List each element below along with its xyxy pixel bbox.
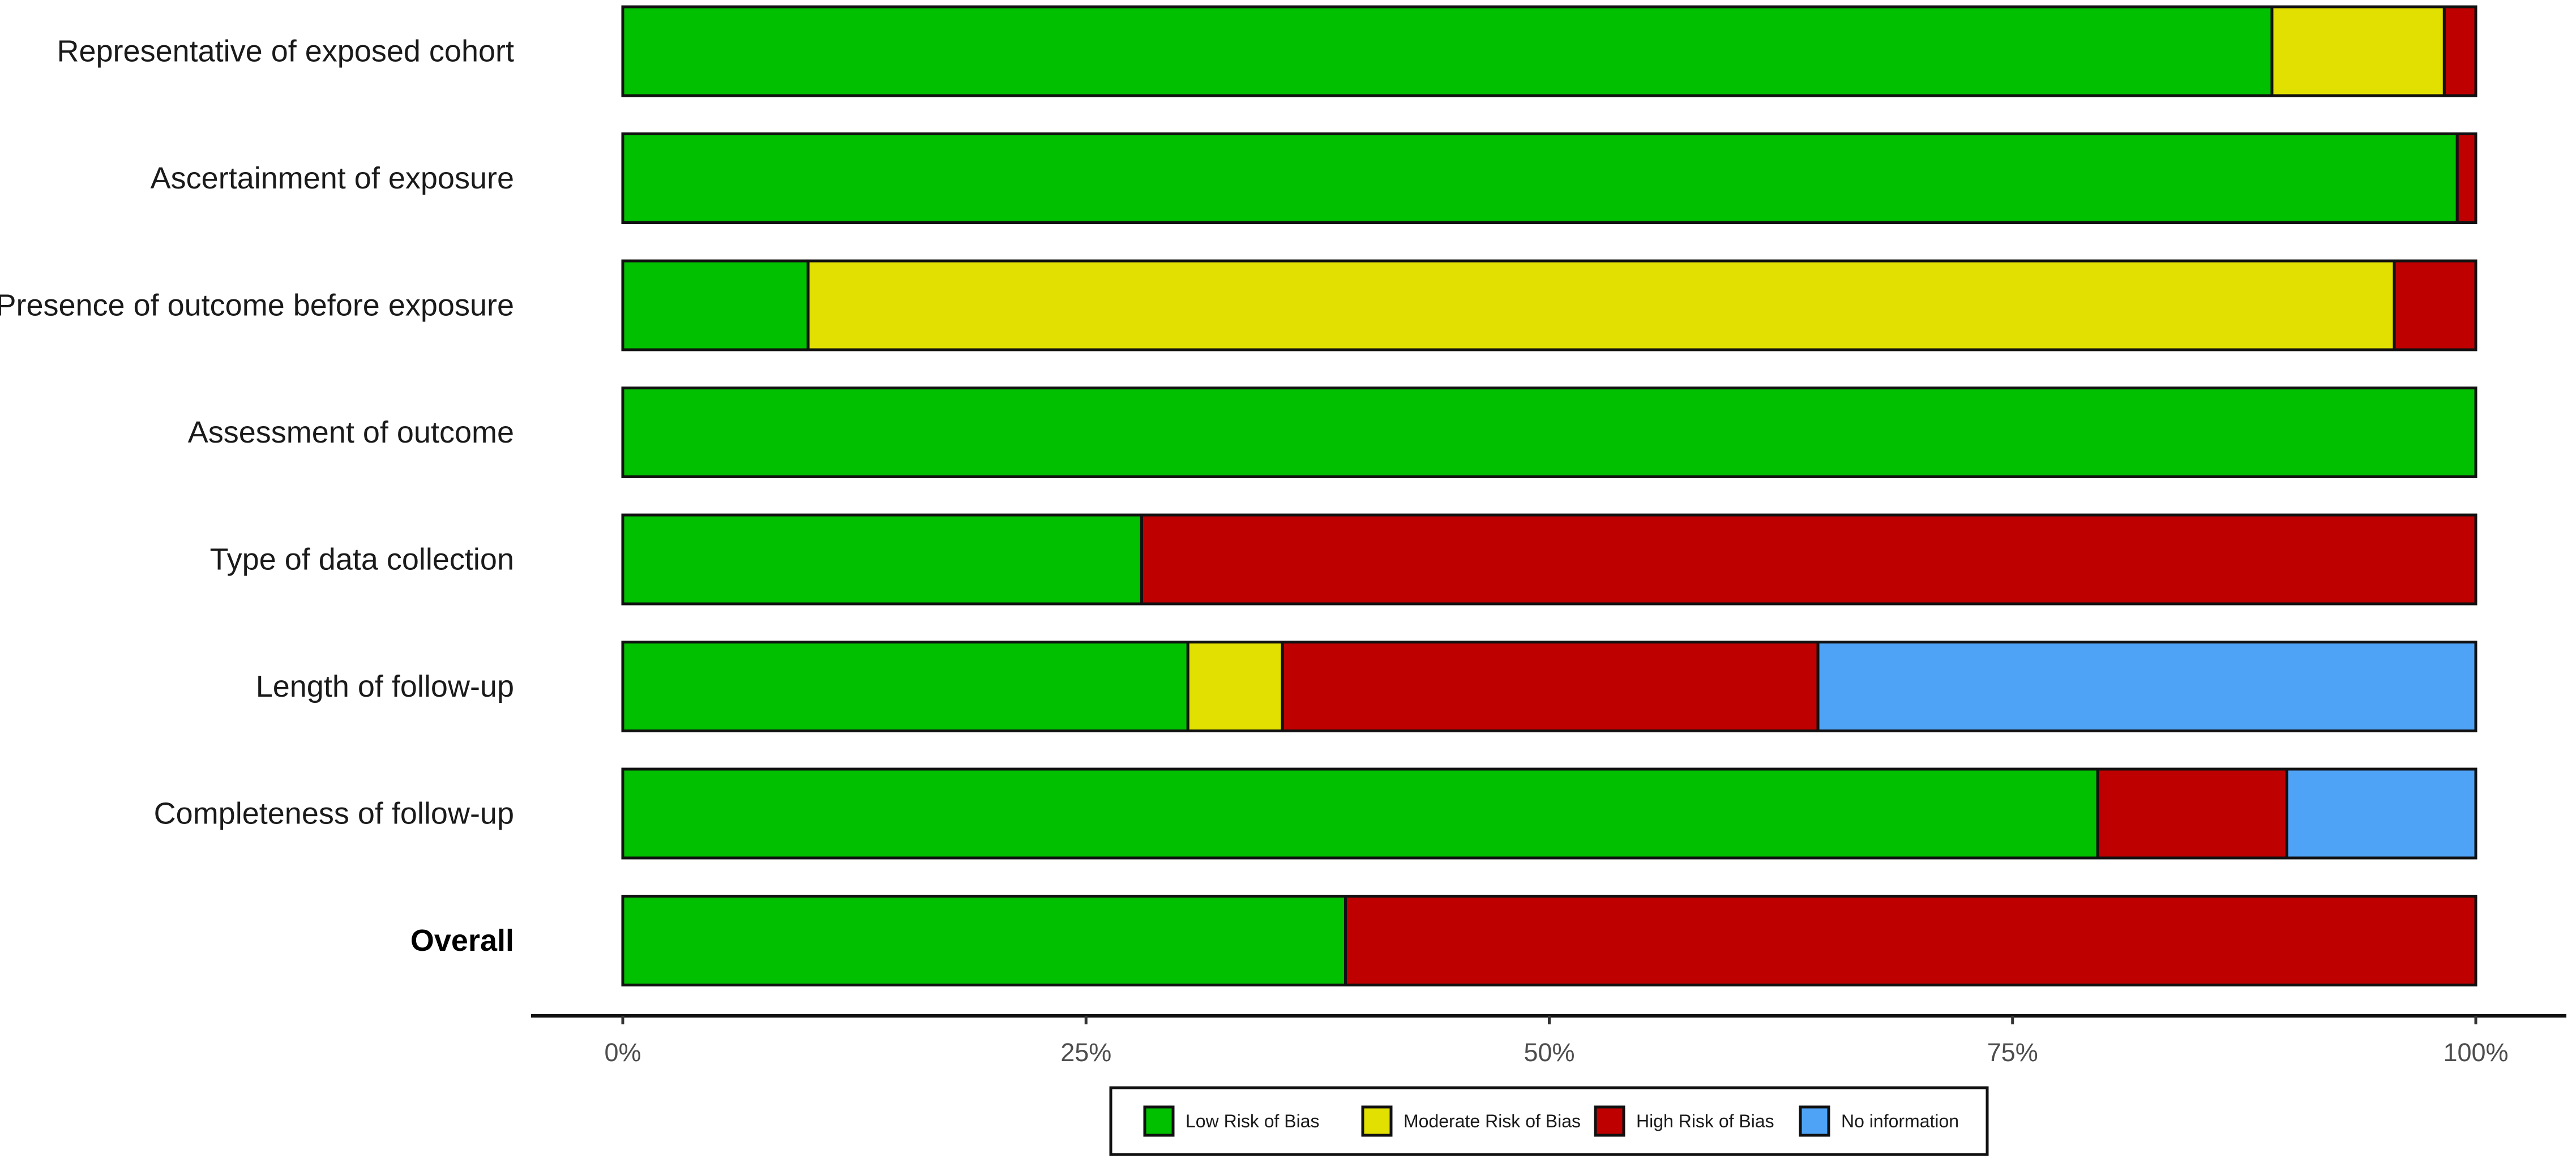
bar-length-of-follow-up-no-information <box>1816 641 2477 732</box>
x-tick-label: 50% <box>1524 1038 1574 1067</box>
bar-type-of-data-collection-low-risk-of-bias <box>621 513 1143 606</box>
bar-presence-of-outcome-before-exposure-high-risk-of-bias <box>2393 259 2477 351</box>
bar-completeness-of-follow-up-low-risk-of-bias <box>621 767 2099 860</box>
legend-box <box>1109 1086 1989 1156</box>
domain-label-overall: Overall <box>410 924 514 958</box>
legend-label-low-risk-of-bias: Low Risk of Bias <box>1186 1111 1320 1131</box>
legend-label-moderate-risk-of-bias: Moderate Risk of Bias <box>1403 1111 1581 1131</box>
legend-swatch-no-information <box>1799 1105 1830 1137</box>
bar-assessment-of-outcome-low-risk-of-bias <box>621 387 2477 478</box>
bar-presence-of-outcome-before-exposure-moderate-risk-of-bias <box>806 259 2396 351</box>
x-tick-label: 25% <box>1060 1038 1111 1067</box>
domain-label-assessment-of-outcome: Assessment of outcome <box>188 415 514 449</box>
bars-layer <box>621 5 2477 986</box>
bar-length-of-follow-up-high-risk-of-bias <box>1281 641 1820 732</box>
legend-swatch-high-risk-of-bias <box>1594 1105 1625 1137</box>
legend-swatch-low-risk-of-bias <box>1143 1105 1175 1137</box>
bar-length-of-follow-up-low-risk-of-bias <box>621 641 1189 732</box>
bar-overall-high-risk-of-bias <box>1343 895 2477 986</box>
bar-completeness-of-follow-up-high-risk-of-bias <box>2096 767 2288 860</box>
bar-overall-low-risk-of-bias <box>621 895 1347 986</box>
x-axis-ticks: 0% 25% 50% 75% 100% <box>604 1016 2509 1067</box>
domain-label-type-of-data-collection: Type of data collection <box>210 543 514 577</box>
bar-length-of-follow-up-moderate-risk-of-bias <box>1186 641 1284 732</box>
bar-presence-of-outcome-before-exposure-low-risk-of-bias <box>621 259 810 351</box>
legend-label-high-risk-of-bias: High Risk of Bias <box>1636 1111 1774 1131</box>
legend-swatch-moderate-risk-of-bias <box>1361 1105 1393 1137</box>
bar-completeness-of-follow-up-no-information <box>2285 767 2477 860</box>
legend-label-no-information: No information <box>1841 1111 1959 1131</box>
bar-representative-of-exposed-cohort-high-risk-of-bias <box>2442 5 2477 97</box>
bar-representative-of-exposed-cohort-moderate-risk-of-bias <box>2270 5 2446 97</box>
domain-label-representative-of-exposed-cohort: Representative of exposed cohort <box>57 35 515 68</box>
bar-type-of-data-collection-high-risk-of-bias <box>1140 513 2477 606</box>
x-tick-label: 100% <box>2443 1038 2508 1067</box>
bar-ascertainment-of-exposure-high-risk-of-bias <box>2455 132 2477 224</box>
x-tick-label: 75% <box>1987 1038 2038 1067</box>
domain-labels: Representative of exposed cohort Ascertai… <box>0 35 514 958</box>
domain-label-length-of-follow-up: Length of follow-up <box>256 670 514 703</box>
bar-ascertainment-of-exposure-low-risk-of-bias <box>621 132 2459 224</box>
domain-label-ascertainment-of-exposure: Ascertainment of exposure <box>151 161 514 195</box>
domain-label-completeness-of-follow-up: Completeness of follow-up <box>154 797 514 831</box>
domain-label-presence-of-outcome-before-exposure: Presence of outcome before exposure <box>0 289 514 323</box>
legend: Low Risk of Bias Moderate Risk of Bias Hig… <box>1109 1086 1989 1156</box>
x-tick-label: 0% <box>604 1038 641 1067</box>
bar-representative-of-exposed-cohort-low-risk-of-bias <box>621 5 2274 97</box>
